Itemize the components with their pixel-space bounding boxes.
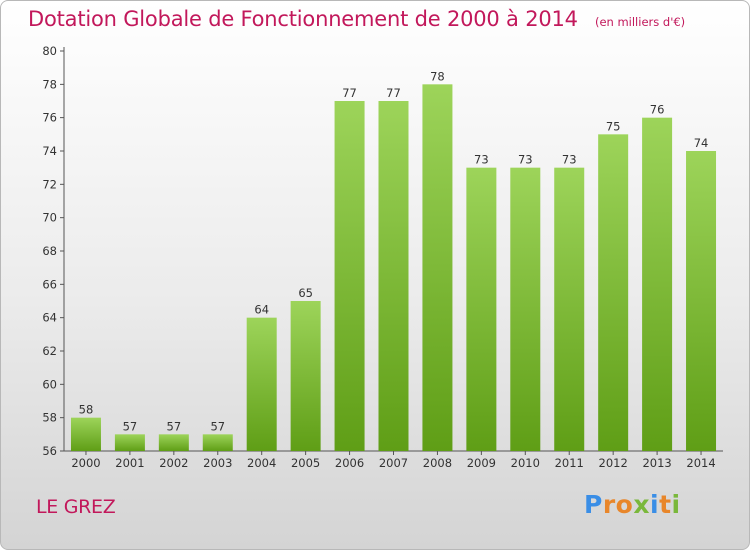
x-tick-label: 2004 (247, 456, 276, 470)
x-tick-label: 2010 (511, 456, 540, 470)
bars (70, 84, 717, 452)
y-tick-label: 64 (42, 311, 57, 325)
x-tick-label: 2012 (599, 456, 628, 470)
y-tick-label: 60 (42, 377, 57, 391)
logo-letter: o (615, 490, 634, 519)
x-tick-label: 2006 (335, 456, 364, 470)
x-tick-label: 2009 (467, 456, 496, 470)
logo-letter: x (633, 490, 650, 519)
y-tick-label: 76 (42, 111, 57, 125)
x-tick-label: 2011 (555, 456, 584, 470)
bar (686, 151, 717, 451)
bar (334, 101, 365, 451)
bar-value-label: 75 (606, 119, 621, 133)
bar-value-label: 73 (474, 153, 489, 167)
bar-value-label: 78 (430, 69, 445, 83)
bar-value-label: 65 (298, 286, 313, 300)
bar (598, 134, 629, 452)
x-tick-label: 2013 (642, 456, 671, 470)
x-tick-label: 2008 (423, 456, 452, 470)
bar (114, 434, 145, 451)
logo-letter: i (650, 490, 660, 519)
y-tick-label: 72 (42, 177, 57, 191)
y-tick-label: 62 (42, 344, 57, 358)
x-tick-label: 2003 (203, 456, 232, 470)
labels: 58 2000 57 2001 57 2002 57 2003 64 2004 65 2005 77 20… (71, 69, 715, 470)
bar-value-label: 76 (650, 103, 665, 117)
bar (158, 434, 189, 451)
bar (290, 301, 321, 451)
x-tick-label: 2002 (159, 456, 188, 470)
bar-value-label: 64 (254, 303, 269, 317)
y-tick-label: 80 (42, 44, 57, 58)
x-tick-label: 2007 (379, 456, 408, 470)
y-tick-label: 78 (42, 77, 57, 91)
y-tick-label: 74 (42, 144, 57, 158)
chart-unit: (en milliers d'€) (594, 15, 686, 29)
proxiti-logo: Proxiti (584, 490, 681, 519)
y-tick-label: 58 (42, 411, 57, 425)
x-tick-label: 2000 (71, 456, 100, 470)
bar-value-label: 73 (562, 153, 577, 167)
bar (510, 167, 541, 451)
x-tick-label: 2014 (686, 456, 715, 470)
y-tick-label: 70 (42, 211, 57, 225)
bar-value-label: 58 (79, 403, 94, 417)
x-tick-label: 2005 (291, 456, 320, 470)
logo-letter: i (671, 490, 681, 519)
logo-letter: t (659, 490, 672, 519)
bar-value-label: 74 (694, 136, 709, 150)
bar (642, 117, 673, 452)
logo-letter: r (602, 490, 616, 519)
axes: 56 58 60 62 64 66 68 70 72 74 76 78 80 (42, 44, 723, 458)
y-tick-label: 66 (42, 277, 57, 291)
bar (554, 167, 585, 451)
bar-value-label: 73 (518, 153, 533, 167)
bar-value-label: 77 (386, 86, 401, 100)
bar-value-label: 77 (342, 86, 357, 100)
bar (202, 434, 233, 451)
logo-letter: P (584, 490, 603, 519)
y-tick-label: 56 (42, 444, 57, 458)
bar-value-label: 57 (210, 419, 225, 433)
bar (422, 84, 453, 451)
commune-name: LE GREZ (36, 496, 116, 518)
chart-title: Dotation Globale de Fonctionnement de 20… (28, 7, 578, 31)
bar (70, 417, 101, 451)
bar-value-label: 57 (167, 419, 182, 433)
y-tick-label: 68 (42, 244, 57, 258)
bar (378, 101, 409, 451)
bar-value-label: 57 (123, 419, 138, 433)
bar (246, 317, 277, 451)
bar (466, 167, 497, 451)
x-tick-label: 2001 (115, 456, 144, 470)
title-row: Dotation Globale de Fonctionnement de 20… (28, 7, 685, 31)
